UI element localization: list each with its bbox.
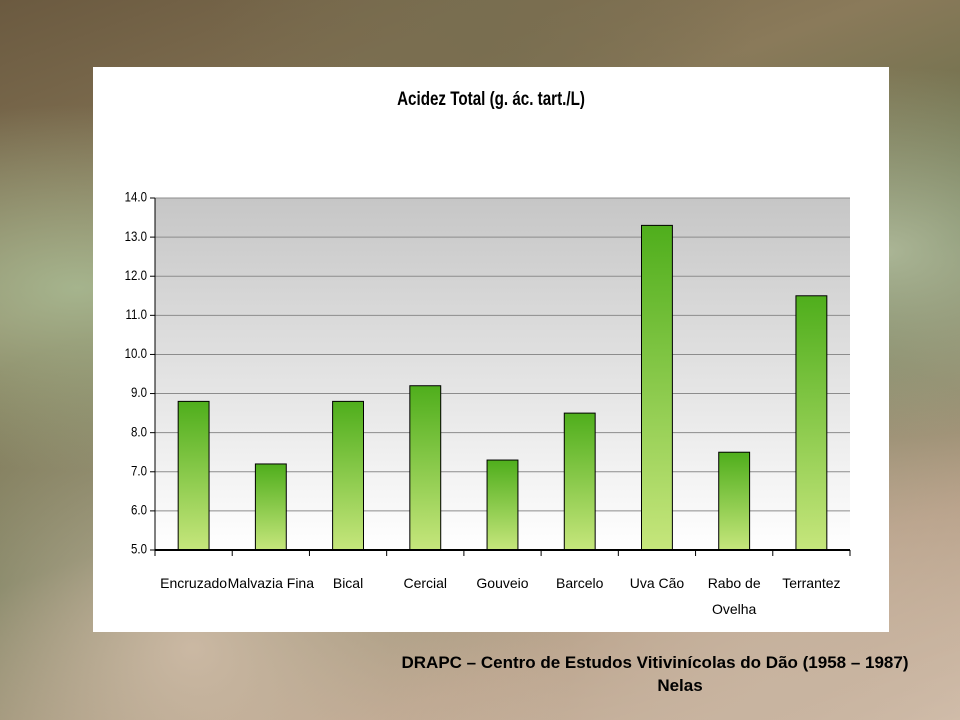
x-tick-label: Encruzado — [160, 575, 228, 591]
bar — [486, 459, 519, 551]
bar — [409, 385, 442, 551]
x-tick-label: Gouveio — [476, 575, 529, 591]
bar — [718, 451, 751, 551]
bar — [177, 400, 210, 551]
bar — [254, 463, 287, 551]
bar — [563, 412, 596, 551]
y-tick-label: 5.0 — [131, 541, 147, 557]
chart-title: Acidez Total (g. ác. tart./L) — [397, 87, 585, 109]
bar — [641, 224, 673, 551]
y-tick-label: 10.0 — [125, 345, 147, 361]
y-tick-label: 9.0 — [131, 384, 147, 400]
x-tick-label: Malvazia Fina — [227, 575, 315, 591]
chart: Acidez Total (g. ác. tart./L) 5.0 6.0 7.0 8… — [125, 87, 851, 557]
bar — [795, 295, 828, 551]
x-tick-label: Bical — [332, 575, 364, 591]
chart-panel: Acidez Total (g. ác. tart./L) 5.0 6.0 7.0 8… — [93, 67, 889, 632]
y-tick-label: 14.0 — [125, 189, 147, 205]
bar — [332, 400, 365, 551]
footer-line: DRAPC – Centro de Estudos Vitivinícolas … — [401, 653, 909, 672]
footer-line: Nelas — [657, 676, 703, 695]
y-tick-label: 7.0 — [131, 462, 147, 478]
x-tick-label: Rabo de Ovelha — [707, 575, 761, 617]
y-tick-label: 13.0 — [125, 228, 147, 244]
x-tick-label: Uva Cão — [629, 575, 685, 591]
y-tick-label: 12.0 — [125, 267, 147, 283]
y-tick-label: 6.0 — [131, 501, 147, 517]
y-tick-label: 8.0 — [131, 423, 147, 439]
y-tick-label: 11.0 — [126, 306, 147, 322]
x-tick-label: Barcelo — [555, 575, 604, 591]
x-tick-label: Cercial — [403, 575, 448, 591]
x-tick-label: Terrantez — [782, 575, 841, 591]
